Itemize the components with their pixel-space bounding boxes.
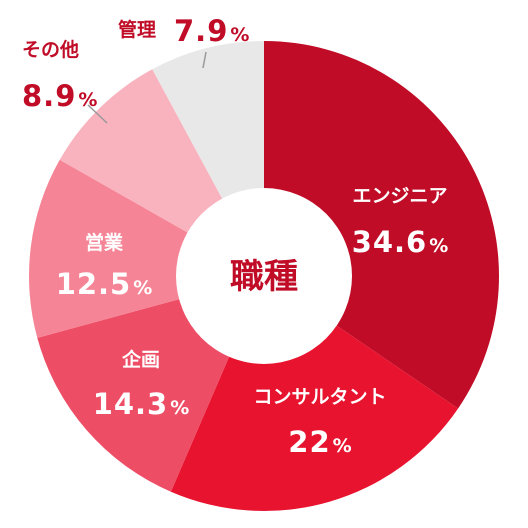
slice-value-label: 8.9%	[22, 79, 97, 113]
pie-slice	[29, 159, 264, 338]
leader-line	[202, 51, 207, 69]
chart-title: 職種	[230, 257, 298, 297]
slice-category-label: エンジニア	[352, 185, 447, 207]
slice-value-label: 22%	[288, 425, 351, 459]
slice-labels: エンジニア 34.6 % コンサルタント 22 % 企画 14.3 % 営業 12.5 % その他 8.9…	[22, 14, 448, 459]
pie-slice	[264, 41, 500, 409]
label-leader-lines	[87, 51, 207, 124]
slice-value-label: 7.9%	[174, 14, 249, 48]
leader-line	[87, 104, 108, 124]
pie-slices	[29, 41, 500, 512]
slice-category-label: コンサルタント	[253, 386, 386, 408]
donut-hole	[176, 188, 352, 364]
slice-category-label: その他	[22, 38, 79, 61]
slice-category-label: 管理	[118, 18, 156, 41]
slice-value-label: 12.5%	[56, 267, 153, 301]
slice-category-label: 営業	[85, 231, 124, 254]
slice-value-label: 34.6%	[352, 225, 449, 259]
slice-category-label: 企画	[121, 348, 160, 371]
slice-value-label: 14.3%	[93, 387, 190, 421]
